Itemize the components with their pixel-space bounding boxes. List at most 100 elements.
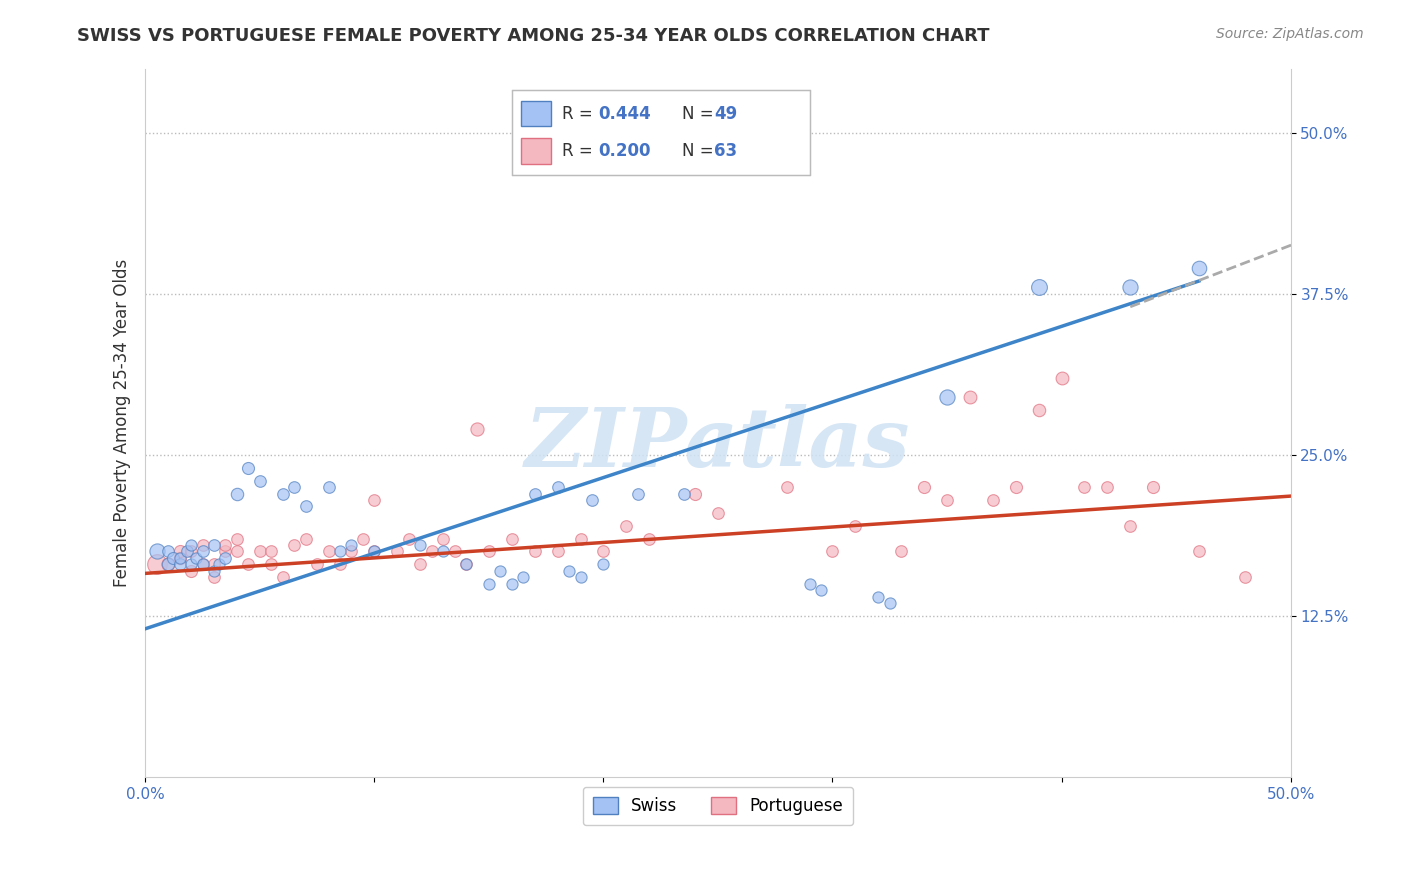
Point xyxy=(162,550,184,565)
Point xyxy=(340,544,363,558)
Point xyxy=(868,590,890,604)
Point xyxy=(363,544,385,558)
Text: SWISS VS PORTUGUESE FEMALE POVERTY AMONG 25-34 YEAR OLDS CORRELATION CHART: SWISS VS PORTUGUESE FEMALE POVERTY AMONG… xyxy=(77,27,990,45)
Point xyxy=(329,558,352,572)
Point xyxy=(226,532,249,546)
Point xyxy=(226,486,249,500)
Point xyxy=(489,564,512,578)
Point xyxy=(283,538,305,552)
Point xyxy=(478,576,501,591)
Point xyxy=(478,544,501,558)
Point xyxy=(501,576,523,591)
Point xyxy=(191,558,214,572)
Point xyxy=(501,532,523,546)
Point xyxy=(202,558,225,572)
Point xyxy=(1028,280,1050,294)
Point xyxy=(879,596,901,610)
Point xyxy=(271,486,294,500)
Point xyxy=(271,570,294,584)
Point xyxy=(420,544,443,558)
Point xyxy=(202,564,225,578)
Point xyxy=(157,544,180,558)
Point xyxy=(318,544,340,558)
Point xyxy=(180,558,202,572)
Point xyxy=(1119,280,1142,294)
Point xyxy=(214,538,236,552)
Point xyxy=(936,390,959,404)
Point xyxy=(547,480,569,494)
Point xyxy=(145,544,167,558)
Point xyxy=(1050,370,1073,384)
Point xyxy=(1188,544,1211,558)
Point xyxy=(1142,480,1164,494)
Point xyxy=(249,544,271,558)
Point xyxy=(169,550,191,565)
Point xyxy=(409,538,432,552)
Point xyxy=(432,532,454,546)
Point xyxy=(432,544,454,558)
Point xyxy=(547,544,569,558)
Point xyxy=(238,558,260,572)
Point xyxy=(184,550,207,565)
Point xyxy=(387,544,409,558)
Point xyxy=(202,538,225,552)
Point xyxy=(707,506,730,520)
Point xyxy=(981,493,1004,508)
Point xyxy=(207,558,229,572)
Point xyxy=(1119,518,1142,533)
Point xyxy=(592,544,614,558)
Point xyxy=(294,532,316,546)
Y-axis label: Female Poverty Among 25-34 Year Olds: Female Poverty Among 25-34 Year Olds xyxy=(114,259,131,587)
Point xyxy=(169,544,191,558)
Point xyxy=(398,532,420,546)
Point xyxy=(614,518,637,533)
Point xyxy=(672,486,695,500)
Point xyxy=(1004,480,1026,494)
Point xyxy=(821,544,844,558)
Point xyxy=(145,558,167,572)
Point xyxy=(157,558,180,572)
Point xyxy=(1233,570,1256,584)
Point xyxy=(443,544,465,558)
Legend: Swiss, Portuguese: Swiss, Portuguese xyxy=(583,787,853,825)
Point xyxy=(467,422,489,436)
Point xyxy=(169,558,191,572)
Point xyxy=(638,532,661,546)
Point xyxy=(512,570,534,584)
Point xyxy=(799,576,821,591)
Point xyxy=(214,544,236,558)
Point xyxy=(191,544,214,558)
Point xyxy=(176,544,198,558)
Point xyxy=(318,480,340,494)
Point xyxy=(936,493,959,508)
Point xyxy=(352,532,374,546)
Point xyxy=(260,558,283,572)
Point xyxy=(683,486,706,500)
Point xyxy=(912,480,935,494)
Point xyxy=(1188,261,1211,276)
Point xyxy=(558,564,581,578)
Point xyxy=(776,480,799,494)
Point xyxy=(214,550,236,565)
Point xyxy=(523,486,546,500)
Point xyxy=(363,493,385,508)
Point xyxy=(260,544,283,558)
Point xyxy=(592,558,614,572)
Point xyxy=(238,460,260,475)
Point xyxy=(409,558,432,572)
Point xyxy=(283,480,305,494)
Point xyxy=(307,558,329,572)
Point xyxy=(180,564,202,578)
Point xyxy=(180,544,202,558)
Point xyxy=(226,544,249,558)
Point xyxy=(1028,402,1050,417)
Point xyxy=(1097,480,1119,494)
Point xyxy=(169,550,191,565)
Point xyxy=(890,544,912,558)
Text: Source: ZipAtlas.com: Source: ZipAtlas.com xyxy=(1216,27,1364,41)
Point xyxy=(844,518,866,533)
Point xyxy=(191,538,214,552)
Point xyxy=(157,558,180,572)
Point xyxy=(363,544,385,558)
Text: ZIPatlas: ZIPatlas xyxy=(526,404,911,484)
